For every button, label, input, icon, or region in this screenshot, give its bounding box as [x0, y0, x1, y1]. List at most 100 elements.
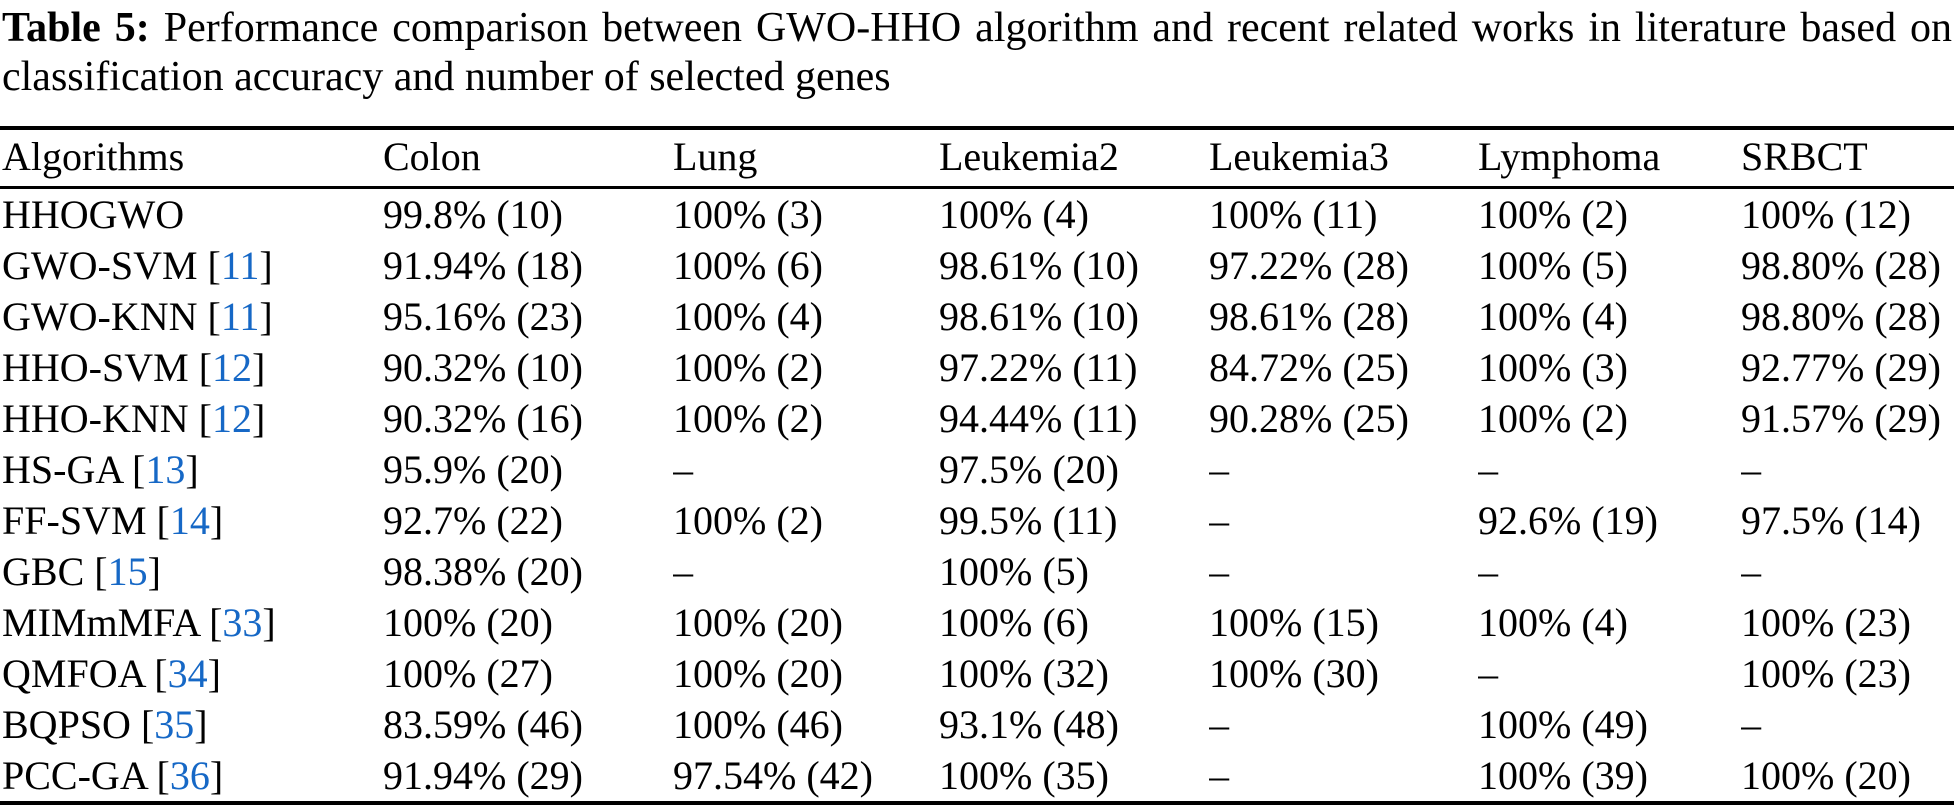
value-cell: 100% (27)	[383, 651, 553, 696]
citation-bracket-open: [	[207, 243, 221, 288]
value-cell: 91.94% (18)	[383, 243, 583, 288]
value-cell: 97.5% (14)	[1741, 498, 1921, 543]
table-row: PCC-GA [36] 91.94% (29) 97.54% (42) 100% (3…	[0, 750, 1954, 803]
citation-ref[interactable]: 12	[212, 345, 253, 390]
value-cell: 91.94% (29)	[383, 753, 583, 798]
value-cell: –	[1741, 702, 1761, 747]
algorithm-cell: FF-SVM [14]	[0, 495, 383, 546]
value-cell: 98.61% (10)	[939, 294, 1139, 339]
table-row: HHO-SVM [12] 90.32% (10) 100% (2) 97.22% (1…	[0, 342, 1954, 393]
value-cell: –	[1741, 447, 1761, 492]
value-cell: 94.44% (11)	[939, 396, 1138, 441]
citation-bracket-close: ]	[252, 345, 266, 390]
table-row: MIMmMFA [33] 100% (20) 100% (20) 100% (6) 10…	[0, 597, 1954, 648]
algorithm-name: HHOGWO	[2, 192, 185, 237]
value-cell: 100% (23)	[1741, 651, 1911, 696]
citation-ref[interactable]: 33	[222, 600, 263, 645]
column-header-colon: Colon	[383, 128, 673, 189]
citation-bracket-close: ]	[185, 447, 199, 492]
value-cell: 100% (5)	[1478, 243, 1628, 288]
citation-bracket-open: [	[156, 498, 170, 543]
value-cell: 100% (2)	[1478, 192, 1628, 237]
value-cell: –	[1209, 549, 1229, 594]
citation-ref[interactable]: 11	[220, 294, 260, 339]
value-cell: –	[673, 549, 693, 594]
citation-bracket-close: ]	[209, 498, 224, 543]
algorithm-name: GWO-KNN	[2, 294, 198, 339]
citation-ref[interactable]: 11	[220, 243, 260, 288]
value-cell: 100% (4)	[673, 294, 823, 339]
value-cell: 97.54% (42)	[673, 753, 873, 798]
table-row: GWO-KNN [11] 95.16% (23) 100% (4) 98.61% (1…	[0, 291, 1954, 342]
citation-bracket-open: [	[209, 600, 223, 645]
value-cell: 97.5% (20)	[939, 447, 1119, 492]
value-cell: 100% (2)	[1478, 396, 1628, 441]
citation-ref[interactable]: 13	[145, 447, 186, 492]
value-cell: 97.22% (11)	[939, 345, 1138, 390]
value-cell: –	[1209, 498, 1229, 543]
citation-ref[interactable]: 14	[169, 498, 210, 543]
table-row: HHOGWO 99.8% (10) 100% (3) 100% (4) 100% (11…	[0, 188, 1954, 241]
value-cell: 100% (35)	[939, 753, 1109, 798]
value-cell: 100% (46)	[673, 702, 843, 747]
value-cell: –	[673, 447, 693, 492]
citation-bracket-close: ]	[259, 294, 273, 339]
value-cell: 100% (6)	[939, 600, 1089, 645]
table-caption: Table 5: Performance comparison between …	[0, 0, 1954, 102]
value-cell: 93.1% (48)	[939, 702, 1119, 747]
citation-bracket-open: [	[132, 447, 146, 492]
value-cell: 100% (39)	[1478, 753, 1648, 798]
value-cell: 100% (2)	[673, 498, 823, 543]
citation-ref[interactable]: 15	[107, 549, 148, 594]
value-cell: 98.38% (20)	[383, 549, 583, 594]
value-cell: 99.5% (11)	[939, 498, 1118, 543]
table-row: HS-GA [13] 95.9% (20) –97.5% (20) – – –	[0, 444, 1954, 495]
header-row: Algorithms Colon Lung Leukemia2 Leukemia3 Lym…	[0, 128, 1954, 189]
algorithm-name: HS-GA	[2, 447, 123, 492]
value-cell: 100% (20)	[383, 600, 553, 645]
value-cell: 92.7% (22)	[383, 498, 563, 543]
citation-bracket-close: ]	[262, 600, 276, 645]
caption-label: Table 5:	[2, 5, 150, 51]
value-cell: 95.9% (20)	[383, 447, 563, 492]
column-header-algorithms: Algorithms	[0, 128, 383, 189]
value-cell: 100% (2)	[673, 396, 823, 441]
value-cell: 100% (20)	[1741, 753, 1911, 798]
algorithm-name: FF-SVM	[2, 498, 147, 543]
value-cell: 95.16% (23)	[383, 294, 583, 339]
value-cell: 98.80% (28)	[1741, 243, 1941, 288]
value-cell: 98.61% (28)	[1209, 294, 1409, 339]
citation-bracket-close: ]	[259, 243, 273, 288]
table-row: GWO-SVM [11] 91.94% (18) 100% (6) 98.61% (1…	[0, 240, 1954, 291]
value-cell: –	[1741, 549, 1761, 594]
citation-ref[interactable]: 36	[169, 753, 210, 798]
value-cell: 98.80% (28)	[1741, 294, 1941, 339]
table-row: HHO-KNN [12] 90.32% (16) 100% (2) 94.44% (1…	[0, 393, 1954, 444]
value-cell: –	[1209, 447, 1229, 492]
table-row: FF-SVM [14] 92.7% (22) 100% (2) 99.5% (11) –…	[0, 495, 1954, 546]
citation-bracket-close: ]	[147, 549, 161, 594]
value-cell: 100% (4)	[939, 192, 1089, 237]
algorithm-name: HHO-SVM	[2, 345, 189, 390]
algorithm-cell: GBC [15]	[0, 546, 383, 597]
value-cell: 100% (5)	[939, 549, 1089, 594]
citation-ref[interactable]: 12	[211, 396, 252, 441]
citation-bracket-open: [	[207, 294, 221, 339]
citation-ref[interactable]: 34	[167, 651, 208, 696]
table-row: GBC [15] 98.38% (20) –100% (5) – – –	[0, 546, 1954, 597]
citation-bracket-close: ]	[209, 753, 224, 798]
citation-ref[interactable]: 35	[154, 702, 195, 747]
column-header-srbct: SRBCT	[1741, 128, 1954, 189]
citation-bracket-open: [	[94, 549, 108, 594]
value-cell: 100% (30)	[1209, 651, 1379, 696]
value-cell: –	[1478, 447, 1498, 492]
algorithm-name: HHO-KNN	[2, 396, 189, 441]
value-cell: –	[1478, 651, 1498, 696]
citation-bracket-open: [	[156, 753, 170, 798]
value-cell: 100% (6)	[673, 243, 823, 288]
algorithm-cell: HS-GA [13]	[0, 444, 383, 495]
value-cell: 91.57% (29)	[1741, 396, 1941, 441]
value-cell: 100% (11)	[1209, 192, 1378, 237]
value-cell: 100% (3)	[1478, 345, 1628, 390]
table-body: HHOGWO 99.8% (10) 100% (3) 100% (4) 100% (11…	[0, 188, 1954, 804]
